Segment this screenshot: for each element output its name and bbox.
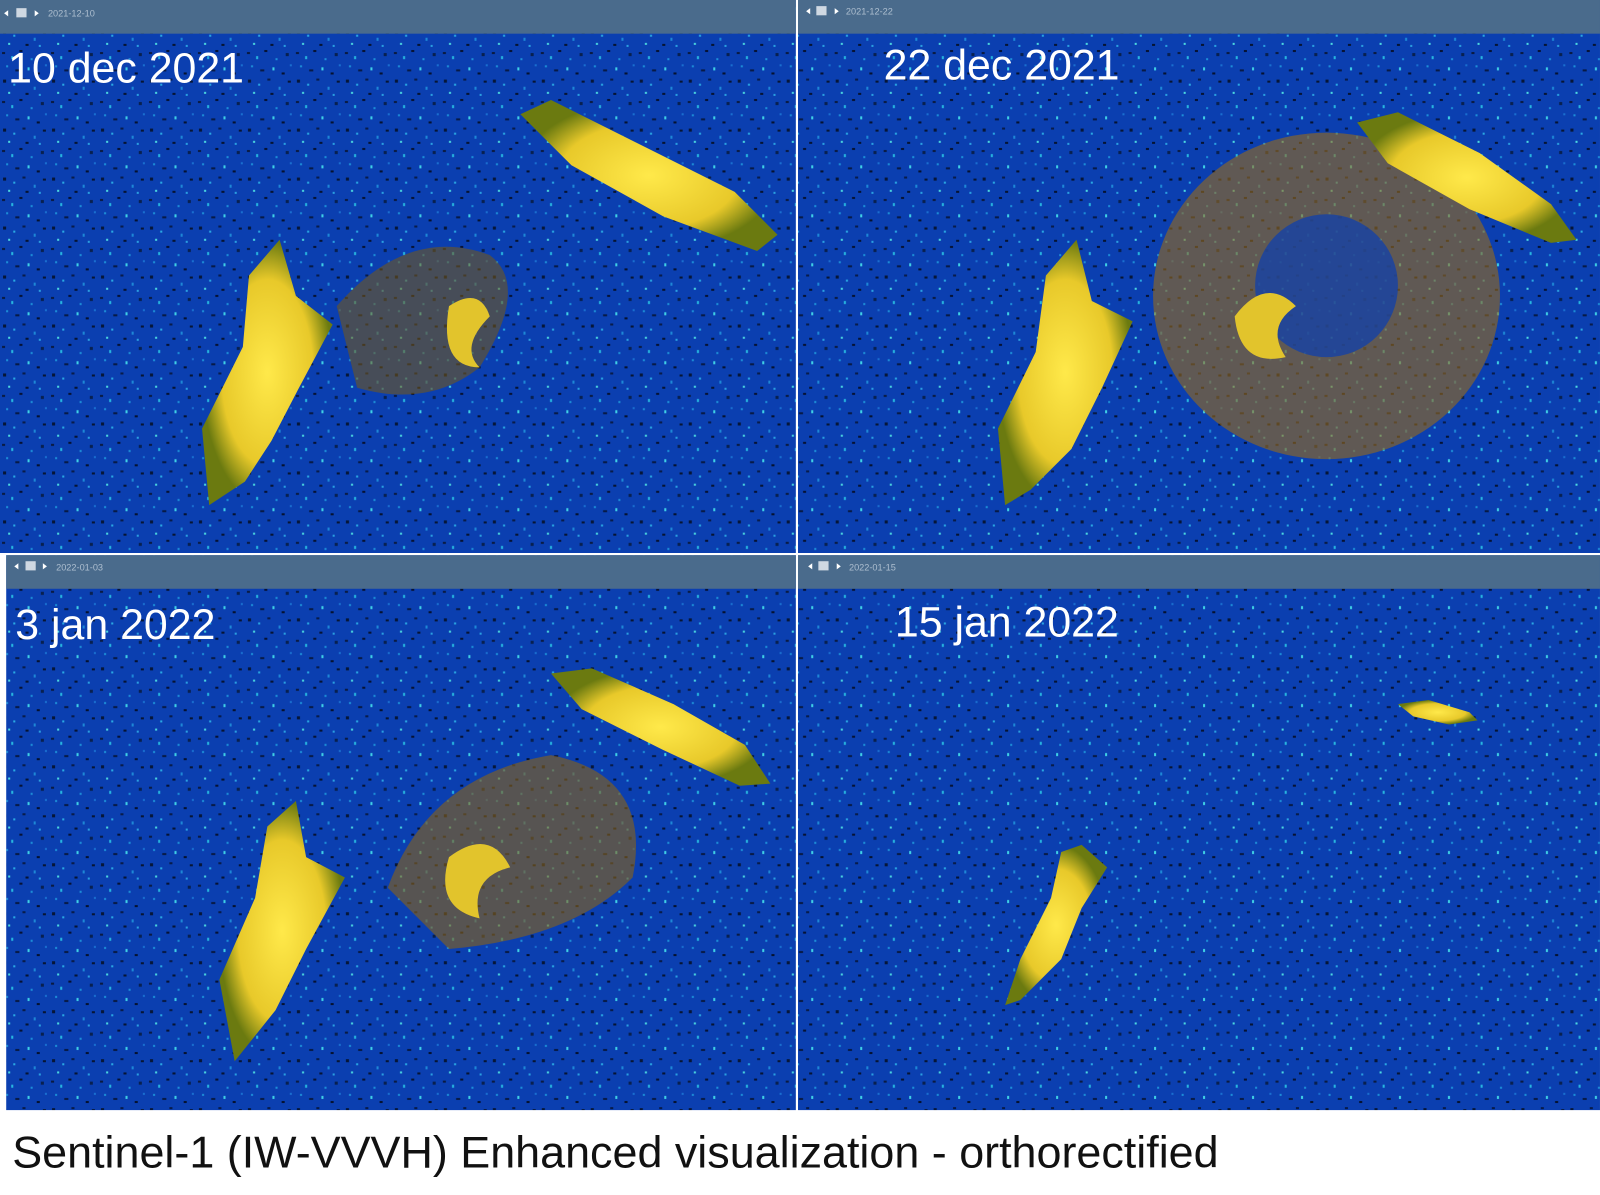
crater	[1255, 214, 1398, 358]
caption: Sentinel-1 (IW-VVVH) Enhanced visualizat…	[12, 1126, 1218, 1177]
crater-rim	[446, 297, 490, 368]
island	[1005, 844, 1108, 1006]
island	[202, 239, 333, 506]
island	[219, 801, 345, 1062]
panel: 2021-12-22 22 dec 2021	[797, 0, 1600, 554]
radar-image	[797, 555, 1600, 1111]
panel: 2021-12-10 10 dec 2021	[0, 0, 796, 554]
island	[1357, 112, 1577, 243]
viewer-header	[797, 0, 1600, 34]
calendar-icon[interactable]	[16, 8, 27, 18]
island	[997, 239, 1133, 506]
debris-area	[387, 755, 637, 949]
calendar-icon[interactable]	[818, 561, 829, 571]
viewer-header	[0, 0, 796, 34]
crater-rim	[1234, 293, 1296, 359]
header-date: 2021-12-22	[846, 6, 893, 16]
nav-arrows[interactable]	[4, 10, 39, 17]
date-label: 22 dec 2021	[884, 42, 1120, 90]
calendar-icon[interactable]	[816, 6, 827, 16]
radar-image	[6, 555, 796, 1111]
island	[1397, 699, 1478, 725]
header-date: 2021-12-10	[48, 8, 95, 18]
date-label: 15 jan 2022	[895, 599, 1119, 647]
date-label: 10 dec 2021	[8, 45, 244, 93]
island	[551, 668, 771, 786]
viewer-header	[797, 555, 1600, 589]
island	[520, 99, 778, 252]
panel: 2022-01-03 3 jan 2022	[6, 555, 796, 1111]
header-date: 2022-01-15	[849, 562, 896, 572]
header-date: 2022-01-03	[56, 562, 103, 572]
date-label: 3 jan 2022	[15, 601, 215, 649]
panel: 2022-01-15 15 jan 2022	[797, 555, 1600, 1111]
viewer-header	[6, 555, 796, 589]
crater-rim	[445, 844, 511, 919]
calendar-icon[interactable]	[25, 561, 36, 571]
